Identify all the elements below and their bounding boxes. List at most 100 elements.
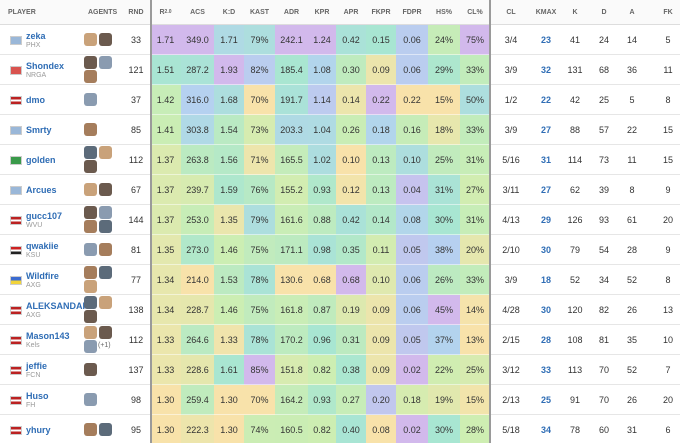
stat-cell: 1.61	[214, 355, 244, 385]
stat-cell: 0.05	[396, 325, 428, 355]
stat-cell: 70	[590, 385, 618, 415]
player-name[interactable]: zeka	[26, 30, 46, 41]
column-header[interactable]: KPR	[308, 0, 336, 25]
column-header[interactable]: A	[618, 0, 646, 25]
column-header[interactable]: FK	[646, 0, 680, 25]
player-name[interactable]: Arcues	[26, 184, 57, 195]
stat-cell: 29%	[428, 55, 460, 85]
column-header[interactable]: RND	[122, 0, 150, 25]
column-header[interactable]: FKPR	[366, 0, 396, 25]
player-name[interactable]: Smrty	[26, 124, 52, 135]
column-header[interactable]: R 2.0	[150, 0, 181, 25]
stat-cell: 263.8	[181, 145, 214, 175]
stat-cell: 1.35	[214, 205, 244, 235]
stat-cell: 28%	[460, 415, 490, 443]
player-name[interactable]: dmo	[26, 94, 45, 105]
column-header[interactable]: CL	[490, 0, 532, 25]
player-name[interactable]: Shondex	[26, 60, 65, 71]
header-text: KPR	[314, 8, 330, 16]
stat-cell: 0.14	[336, 85, 366, 115]
column-header[interactable]: FDPR	[396, 0, 428, 25]
agents-cell	[80, 265, 122, 295]
agents-cell	[80, 175, 122, 205]
stat-cell: 0.06	[396, 25, 428, 55]
flag	[10, 426, 22, 435]
header-text: KAST	[249, 8, 270, 16]
player-name[interactable]: yhury	[26, 424, 51, 435]
stat-cell: 1.37	[150, 175, 181, 205]
column-header[interactable]: KAST	[244, 0, 275, 25]
stat-cell: 112	[122, 325, 150, 355]
column-header[interactable]: PLAYER	[0, 0, 80, 25]
column-header[interactable]: APR	[336, 0, 366, 25]
stat-cell: 130.6	[275, 265, 308, 295]
flag	[10, 96, 22, 105]
player-name[interactable]: gucc107	[26, 210, 63, 221]
stat-cell: 137	[122, 355, 150, 385]
column-header[interactable]: CL%	[460, 0, 490, 25]
agent-icon	[84, 280, 97, 293]
flag	[10, 276, 22, 285]
stat-cell: 1.53	[214, 265, 244, 295]
stat-cell: 144	[122, 205, 150, 235]
stat-cell: 13	[646, 295, 680, 325]
agent-icon	[84, 123, 97, 136]
header-text: A	[629, 8, 635, 16]
column-header[interactable]: K	[560, 0, 590, 25]
stat-cell: 259.4	[181, 385, 214, 415]
column-header[interactable]: ACS	[181, 0, 214, 25]
stat-cell: 160.5	[275, 415, 308, 443]
stat-cell: 61	[618, 205, 646, 235]
stat-cell: 287.2	[181, 55, 214, 85]
stat-cell: 1.93	[214, 55, 244, 85]
stat-cell: 5/16	[490, 145, 532, 175]
agent-icon	[99, 423, 112, 436]
stat-cell: 34	[590, 265, 618, 295]
stat-cell: 0.22	[366, 85, 396, 115]
column-header[interactable]: HS%	[428, 0, 460, 25]
stat-cell: 25%	[428, 145, 460, 175]
player-name[interactable]: Mason143	[26, 330, 70, 341]
agent-icon	[84, 146, 97, 159]
player-name[interactable]: golden	[26, 154, 56, 165]
header-text: HS%	[436, 8, 452, 16]
stat-cell: 1.08	[308, 55, 336, 85]
stat-cell: 73%	[244, 115, 275, 145]
stat-cell: 37%	[428, 325, 460, 355]
stat-cell: 0.22	[396, 85, 428, 115]
stat-cell: 15%	[428, 85, 460, 115]
column-header[interactable]: D	[590, 0, 618, 25]
stat-cell: 0.68	[336, 265, 366, 295]
stat-cell: 0.20	[366, 385, 396, 415]
stat-cell: 1.71	[150, 25, 181, 55]
stat-cell: 0.40	[336, 415, 366, 443]
agent-icon	[84, 183, 97, 196]
column-header[interactable]: AGENTS	[80, 0, 122, 25]
flag	[10, 396, 22, 405]
stat-cell: 33%	[460, 115, 490, 145]
stat-cell: 1.37	[150, 205, 181, 235]
player-name[interactable]: ALEKSANDAR	[26, 300, 89, 311]
stat-cell: 8	[646, 85, 680, 115]
stat-cell: 68	[590, 55, 618, 85]
stat-cell: 0.10	[366, 265, 396, 295]
stat-cell: 15	[646, 115, 680, 145]
stat-cell: 253.0	[181, 205, 214, 235]
column-header[interactable]: KMAX	[532, 0, 560, 25]
stat-cell: 131	[560, 55, 590, 85]
team-tag: WVU	[26, 221, 43, 229]
player-name[interactable]: qwakiie	[26, 240, 59, 251]
team-tag: AXG	[26, 311, 41, 319]
stat-cell: 79	[560, 235, 590, 265]
column-header[interactable]: ADR	[275, 0, 308, 25]
stat-cell: 0.12	[336, 175, 366, 205]
column-header[interactable]: K:D	[214, 0, 244, 25]
stat-cell: 85	[122, 115, 150, 145]
player-name[interactable]: Wildfire	[26, 270, 59, 281]
flag	[10, 66, 22, 75]
stat-cell: 74%	[244, 415, 275, 443]
player-name[interactable]: jeffie	[26, 360, 48, 371]
player-name[interactable]: Huso	[26, 390, 49, 401]
stat-cell: 24%	[428, 25, 460, 55]
stat-cell: 9	[646, 235, 680, 265]
